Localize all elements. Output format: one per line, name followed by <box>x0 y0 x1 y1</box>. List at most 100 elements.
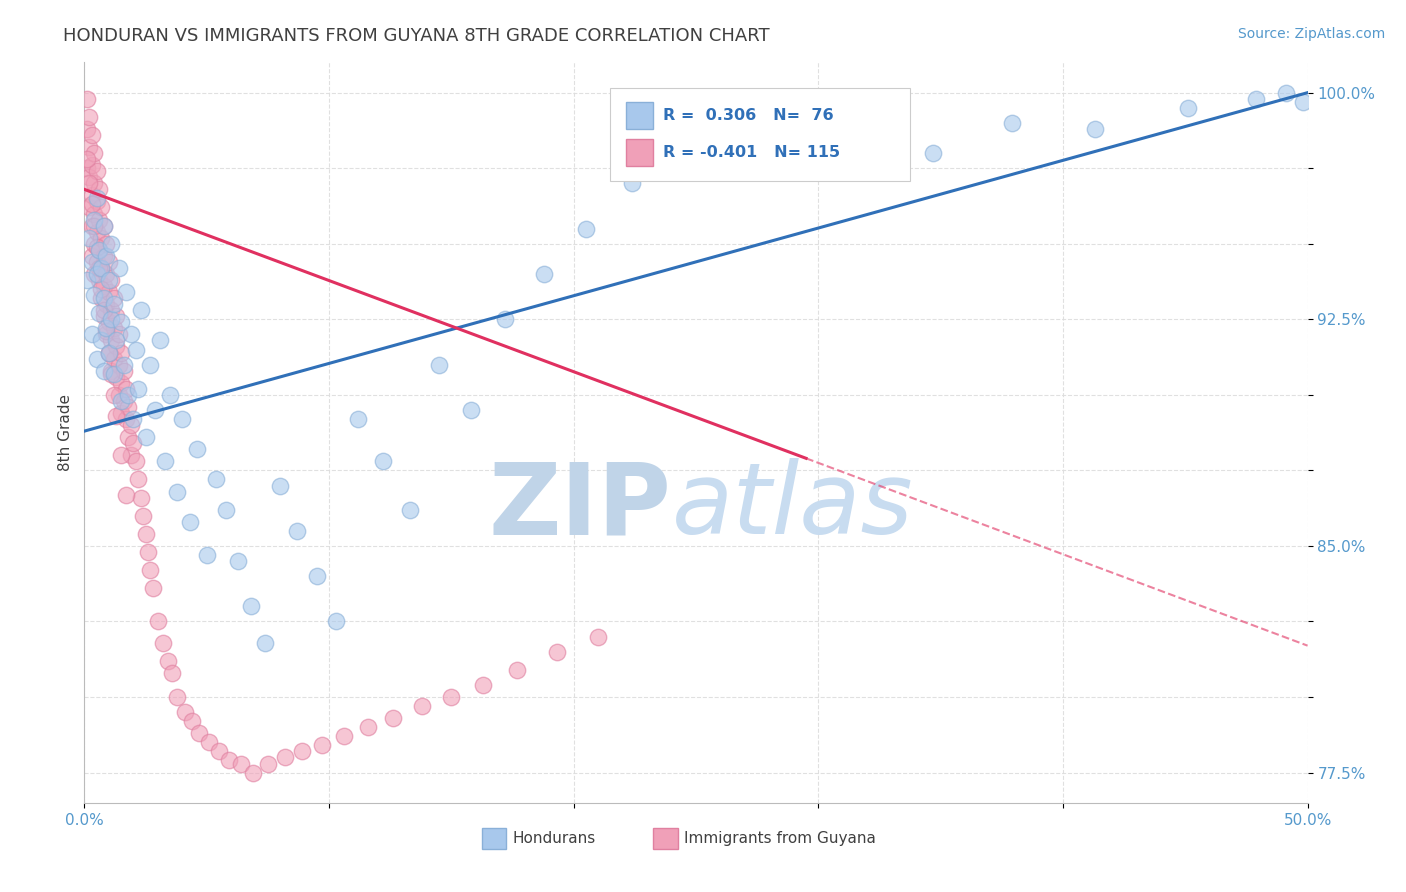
Point <box>90 201 112 215</box>
Point <box>381 711 404 725</box>
Point <box>107 260 129 275</box>
Point <box>112 393 135 408</box>
Point <box>96 267 118 281</box>
Point <box>87 243 110 257</box>
Point <box>83 288 105 302</box>
Point <box>86 351 108 366</box>
Point <box>125 454 148 468</box>
Point <box>215 502 238 516</box>
Text: R =  0.306   N=  76: R = 0.306 N= 76 <box>664 108 834 123</box>
Point <box>87 260 110 275</box>
Point <box>107 358 129 372</box>
Point <box>533 267 555 281</box>
Point <box>242 765 264 780</box>
Point <box>440 690 463 704</box>
Point <box>103 351 125 366</box>
Point <box>188 726 211 740</box>
Point <box>586 630 609 644</box>
Point <box>110 376 132 390</box>
Point <box>105 339 128 353</box>
Point <box>129 491 152 505</box>
Point <box>228 554 250 568</box>
Point <box>179 515 201 529</box>
Point <box>127 382 149 396</box>
Point <box>347 412 370 426</box>
Point <box>83 212 105 227</box>
Point <box>311 739 333 753</box>
Point <box>87 306 110 320</box>
Point <box>83 236 105 251</box>
Point <box>120 418 142 433</box>
Point <box>93 364 115 378</box>
Point <box>86 225 108 239</box>
Point <box>87 182 110 196</box>
FancyBboxPatch shape <box>610 88 910 181</box>
Point <box>785 131 807 145</box>
Point <box>269 478 291 492</box>
Point <box>86 240 108 254</box>
Point <box>97 255 120 269</box>
Point <box>90 291 112 305</box>
Point <box>181 714 204 729</box>
Point <box>83 206 105 220</box>
Point <box>80 188 103 202</box>
Point <box>90 260 112 275</box>
Point <box>83 146 105 161</box>
Point <box>87 243 110 257</box>
Point <box>166 690 188 704</box>
Point <box>93 219 115 233</box>
Bar <box>482 828 506 848</box>
Point <box>110 315 132 329</box>
Point <box>105 310 128 324</box>
Point <box>80 255 103 269</box>
Point <box>86 164 108 178</box>
Point <box>142 581 165 595</box>
Point <box>117 430 139 444</box>
Point <box>100 273 122 287</box>
Point <box>93 249 115 263</box>
Point <box>218 754 240 768</box>
Point <box>87 273 110 287</box>
Point <box>254 635 277 649</box>
Point <box>80 219 103 233</box>
Point <box>671 131 693 145</box>
Point <box>96 327 118 342</box>
Point <box>83 267 105 281</box>
Point <box>83 219 105 233</box>
Point <box>80 327 103 342</box>
Point <box>149 334 172 348</box>
Point <box>229 756 252 771</box>
Point <box>139 358 162 372</box>
Point <box>105 369 128 384</box>
Point <box>76 152 98 166</box>
Point <box>922 146 945 161</box>
Point <box>257 756 280 771</box>
Point <box>112 364 135 378</box>
Point <box>371 454 394 468</box>
Point <box>1177 101 1199 115</box>
Point <box>105 334 128 348</box>
Point <box>93 219 115 233</box>
Point <box>127 473 149 487</box>
Point <box>90 334 112 348</box>
Point <box>506 663 529 677</box>
Point <box>80 197 103 211</box>
Point <box>76 273 98 287</box>
Point <box>97 273 120 287</box>
Point <box>325 615 347 629</box>
Text: Hondurans: Hondurans <box>513 830 596 846</box>
Point <box>727 110 749 124</box>
Point <box>398 502 420 516</box>
Point <box>103 367 125 381</box>
Point <box>460 403 482 417</box>
Point <box>97 315 120 329</box>
Point <box>100 334 122 348</box>
Point <box>107 388 129 402</box>
Point <box>97 345 120 359</box>
Point <box>274 750 297 764</box>
Bar <box>654 828 678 848</box>
Point <box>96 297 118 311</box>
Point <box>1292 95 1315 109</box>
Point <box>1000 116 1022 130</box>
Point <box>96 325 118 339</box>
